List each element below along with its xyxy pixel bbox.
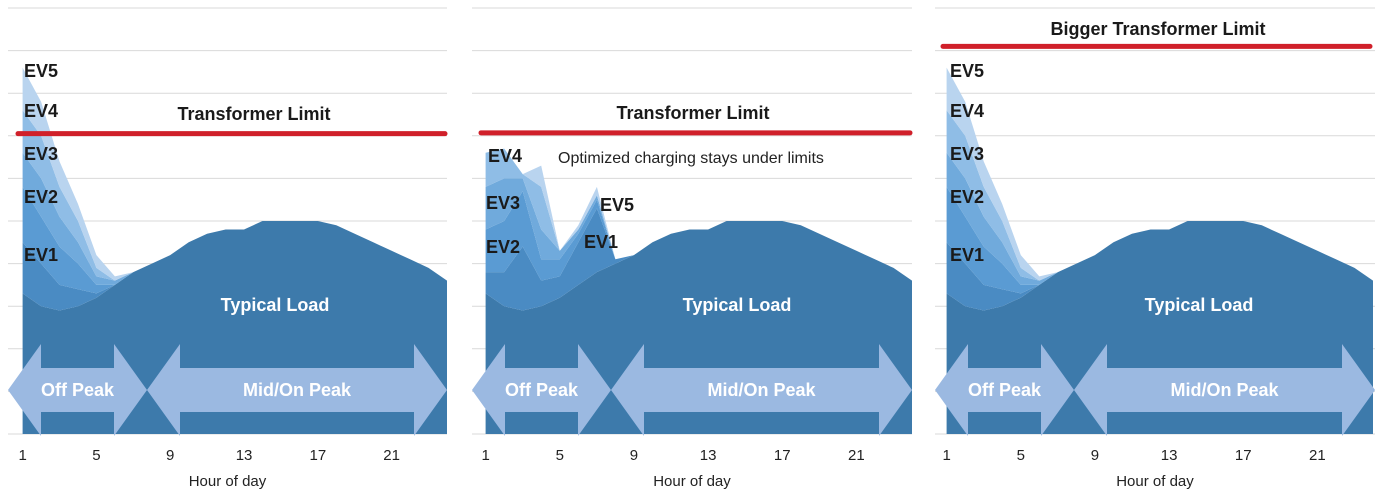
on-peak-arrow <box>1074 344 1375 436</box>
area-series <box>485 191 912 281</box>
x-tick-label: 13 <box>1161 447 1178 464</box>
on-peak-arrow <box>147 344 447 436</box>
x-tick-label: 9 <box>166 447 174 464</box>
x-tick-label: 1 <box>18 447 26 464</box>
series-label: EV4 <box>488 146 522 166</box>
series-label: EV1 <box>950 245 984 265</box>
annotation: Optimized charging stays under limits <box>558 150 824 167</box>
series-label: EV1 <box>584 232 618 252</box>
off-peak-arrow <box>935 344 1074 436</box>
limit-label: Bigger Transformer Limit <box>1050 19 1265 39</box>
limit-label: Transformer Limit <box>616 103 769 123</box>
x-tick-label: 17 <box>774 447 791 464</box>
x-tick-label: 5 <box>1017 447 1025 464</box>
series-label: EV2 <box>486 237 520 257</box>
x-tick-label: 5 <box>556 447 564 464</box>
series-label: Typical Load <box>1145 295 1254 315</box>
area-series <box>485 208 912 311</box>
series-label: EV3 <box>24 144 58 164</box>
period-label: Mid/On Peak <box>707 380 816 400</box>
period-label: Off Peak <box>968 380 1042 400</box>
series-label: EV2 <box>24 187 58 207</box>
x-tick-label: 1 <box>942 447 950 464</box>
series-label: EV3 <box>486 193 520 213</box>
area-series <box>22 221 447 311</box>
x-tick-label: 21 <box>1309 447 1326 464</box>
series-label: EV1 <box>24 245 58 265</box>
series-label: EV5 <box>600 195 634 215</box>
x-tick-label: 5 <box>92 447 100 464</box>
x-axis-label: Hour of day <box>653 473 731 490</box>
x-tick-label: 9 <box>630 447 638 464</box>
x-axis-label: Hour of day <box>1116 473 1194 490</box>
area-series <box>946 221 1373 311</box>
x-tick-label: 13 <box>236 447 253 464</box>
period-label: Off Peak <box>41 380 115 400</box>
series-label: EV5 <box>950 61 984 81</box>
x-tick-label: 13 <box>700 447 717 464</box>
series-label: EV4 <box>24 101 58 121</box>
x-tick-label: 21 <box>848 447 865 464</box>
series-label: EV2 <box>950 187 984 207</box>
off-peak-arrow <box>472 344 611 436</box>
limit-label: Transformer Limit <box>177 104 330 124</box>
period-label: Mid/On Peak <box>243 380 352 400</box>
x-tick-label: 17 <box>1235 447 1252 464</box>
series-label: Typical Load <box>221 295 330 315</box>
x-axis-label: Hour of day <box>189 473 267 490</box>
area-series <box>22 186 447 294</box>
off-peak-arrow <box>8 344 147 436</box>
on-peak-arrow <box>611 344 912 436</box>
period-label: Mid/On Peak <box>1170 380 1279 400</box>
series-label: EV3 <box>950 144 984 164</box>
x-tick-label: 21 <box>383 447 400 464</box>
x-tick-label: 9 <box>1091 447 1099 464</box>
period-label: Off Peak <box>505 380 579 400</box>
x-tick-label: 1 <box>481 447 489 464</box>
area-series <box>946 186 1373 294</box>
x-tick-label: 17 <box>309 447 326 464</box>
series-label: Typical Load <box>683 295 792 315</box>
series-label: EV4 <box>950 101 984 121</box>
series-label: EV5 <box>24 61 58 81</box>
